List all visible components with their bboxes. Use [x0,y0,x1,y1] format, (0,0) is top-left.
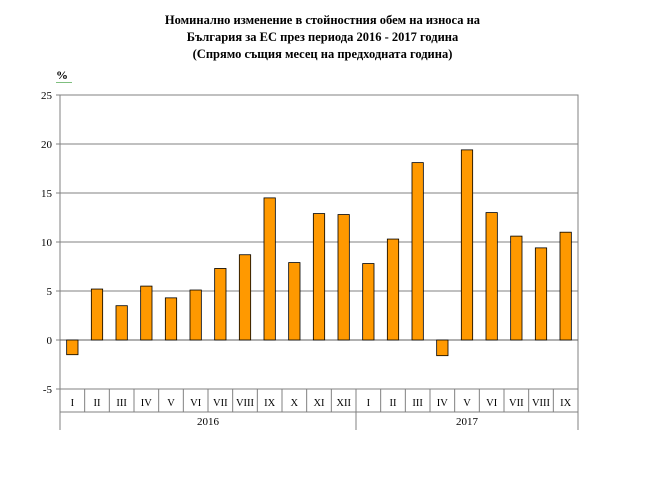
x-tick-label: VII [213,398,228,409]
bar [460,149,474,341]
bar [312,213,326,341]
bar [214,268,227,341]
y-tick-label: 0 [47,335,53,347]
x-tick-label: V [167,398,175,409]
year-group-label: 2016 [197,416,220,428]
y-tick-label: 10 [41,237,53,249]
x-tick-label: VIII [236,398,255,409]
bar [238,254,252,341]
x-tick-label: VII [509,398,524,409]
bar [559,231,572,341]
x-tick-label: II [94,398,101,409]
y-tick-label: 20 [41,139,53,151]
chart-title-line-2: България за ЕС през периода 2016 - 2017 … [186,30,459,44]
bar [66,339,79,356]
x-tick-label: IX [560,398,571,409]
x-tick-label: III [412,398,423,409]
bar [189,289,202,341]
bar [362,263,375,341]
x-tick-label: X [291,398,299,409]
y-axis-unit-label: % [56,68,68,82]
y-tick-label: 25 [41,90,53,102]
x-tick-label: I [367,398,371,409]
x-tick-label: III [116,398,127,409]
x-tick-label: IV [141,398,152,409]
bar [140,285,153,341]
x-tick-label: VI [190,398,202,409]
bar [115,305,128,341]
chart-title-line-1: Номинално изменение в стойностния обем н… [164,13,481,27]
bar [534,247,548,341]
x-tick-label: V [463,398,471,409]
x-tick-label: XII [336,398,351,409]
x-tick-label: VI [486,398,498,409]
bar [90,288,104,341]
bar [337,214,350,341]
bar [411,162,424,341]
y-tick-label: 5 [47,286,53,298]
unit-underline [56,82,72,83]
bar [485,212,498,341]
y-tick-label: -5 [43,384,53,396]
x-tick-label: II [390,398,397,409]
x-tick-label: I [71,398,75,409]
bar [510,235,523,341]
chart-title: Номинално изменение в стойностния обем н… [0,12,645,63]
bar [436,339,449,357]
bar [263,197,276,341]
x-tick-label: IV [437,398,448,409]
x-tick-label: VIII [532,398,551,409]
chart-title-line-3: (Спрямо същия месец на предходната годин… [192,47,453,61]
x-tick-label: XI [313,398,325,409]
bar [386,238,400,341]
bar [288,262,301,341]
year-group-label: 2017 [456,416,479,428]
y-tick-label: 15 [41,188,53,200]
bar [164,297,178,341]
x-tick-label: IX [264,398,275,409]
